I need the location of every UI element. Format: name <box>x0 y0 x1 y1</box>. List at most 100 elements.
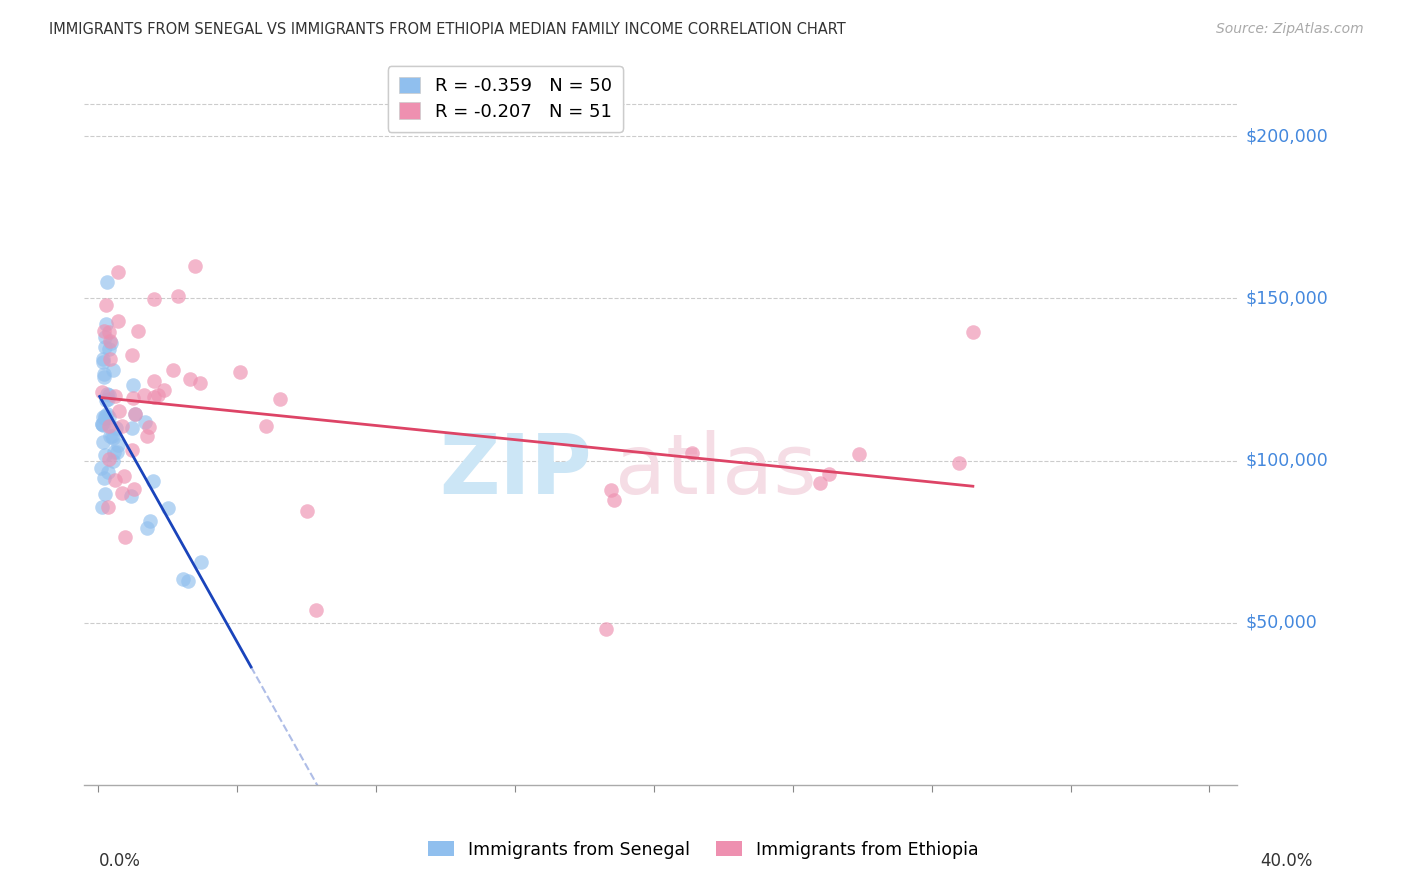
Point <box>122 377 145 392</box>
Point <box>93 367 115 381</box>
Point <box>127 324 149 338</box>
Point <box>135 521 157 535</box>
Point <box>139 514 162 528</box>
Legend: Immigrants from Senegal, Immigrants from Ethiopia: Immigrants from Senegal, Immigrants from… <box>420 834 986 865</box>
Point <box>90 417 112 431</box>
Point <box>172 572 194 586</box>
Point <box>107 314 129 328</box>
Point <box>94 340 117 354</box>
Text: $100,000: $100,000 <box>1246 451 1329 469</box>
Point <box>817 467 839 481</box>
Point <box>142 390 165 404</box>
Point <box>94 393 117 408</box>
Point <box>138 420 160 434</box>
Point <box>603 492 626 507</box>
Point <box>120 489 142 503</box>
Point <box>97 419 120 434</box>
Point <box>98 388 121 402</box>
Point <box>96 387 118 401</box>
Point <box>269 392 291 406</box>
Point <box>93 351 115 366</box>
Point <box>94 487 117 501</box>
Point <box>121 421 143 435</box>
Point <box>112 469 135 483</box>
Text: atlas: atlas <box>614 431 817 511</box>
Point <box>96 275 118 289</box>
Point <box>184 259 207 273</box>
Point <box>146 387 169 401</box>
Point <box>93 330 115 344</box>
Point <box>136 429 159 443</box>
Point <box>103 445 125 459</box>
Point <box>143 374 166 388</box>
Point <box>305 603 328 617</box>
Point <box>108 404 131 418</box>
Point <box>124 407 146 421</box>
Point <box>100 428 122 442</box>
Point <box>94 448 117 462</box>
Point <box>100 335 122 350</box>
Point <box>162 363 184 377</box>
Point <box>295 504 318 518</box>
Point <box>90 417 112 432</box>
Point <box>97 410 120 425</box>
Point <box>808 476 831 491</box>
Point <box>142 474 165 488</box>
Point <box>124 482 146 496</box>
Point <box>107 265 129 279</box>
Point <box>93 370 115 384</box>
Point <box>143 292 166 306</box>
Point <box>91 434 114 449</box>
Point <box>166 289 188 303</box>
Text: Source: ZipAtlas.com: Source: ZipAtlas.com <box>1216 22 1364 37</box>
Point <box>122 392 145 406</box>
Point <box>177 574 200 589</box>
Point <box>93 471 115 485</box>
Point <box>91 418 114 433</box>
Point <box>595 622 617 636</box>
Point <box>132 388 155 402</box>
Text: 0.0%: 0.0% <box>98 852 141 870</box>
Point <box>107 437 129 451</box>
Point <box>98 352 121 367</box>
Point <box>101 430 124 444</box>
Point <box>91 385 114 400</box>
Point <box>111 418 134 433</box>
Point <box>91 355 114 369</box>
Point <box>96 408 118 422</box>
Point <box>93 325 115 339</box>
Text: $150,000: $150,000 <box>1246 289 1329 308</box>
Text: $50,000: $50,000 <box>1246 614 1317 632</box>
Point <box>157 501 180 516</box>
Point <box>179 372 201 386</box>
Point <box>229 365 252 379</box>
Point <box>105 445 128 459</box>
Point <box>94 318 117 332</box>
Point <box>254 419 277 434</box>
Point <box>94 298 117 312</box>
Point <box>98 334 121 349</box>
Point <box>121 348 143 362</box>
Point <box>101 363 124 377</box>
Point <box>111 485 134 500</box>
Text: 40.0%: 40.0% <box>1260 852 1313 870</box>
Point <box>98 325 121 339</box>
Point <box>681 446 703 460</box>
Point <box>104 389 127 403</box>
Point <box>97 465 120 479</box>
Point <box>98 451 121 466</box>
Point <box>190 556 212 570</box>
Point <box>101 453 124 467</box>
Point <box>90 460 112 475</box>
Point <box>134 415 156 429</box>
Point <box>94 411 117 425</box>
Point <box>97 343 120 357</box>
Point <box>848 447 870 461</box>
Point <box>104 474 127 488</box>
Point <box>153 383 176 397</box>
Point <box>124 408 146 422</box>
Point <box>121 443 143 458</box>
Point <box>599 483 621 497</box>
Point <box>114 530 136 544</box>
Point <box>97 500 120 515</box>
